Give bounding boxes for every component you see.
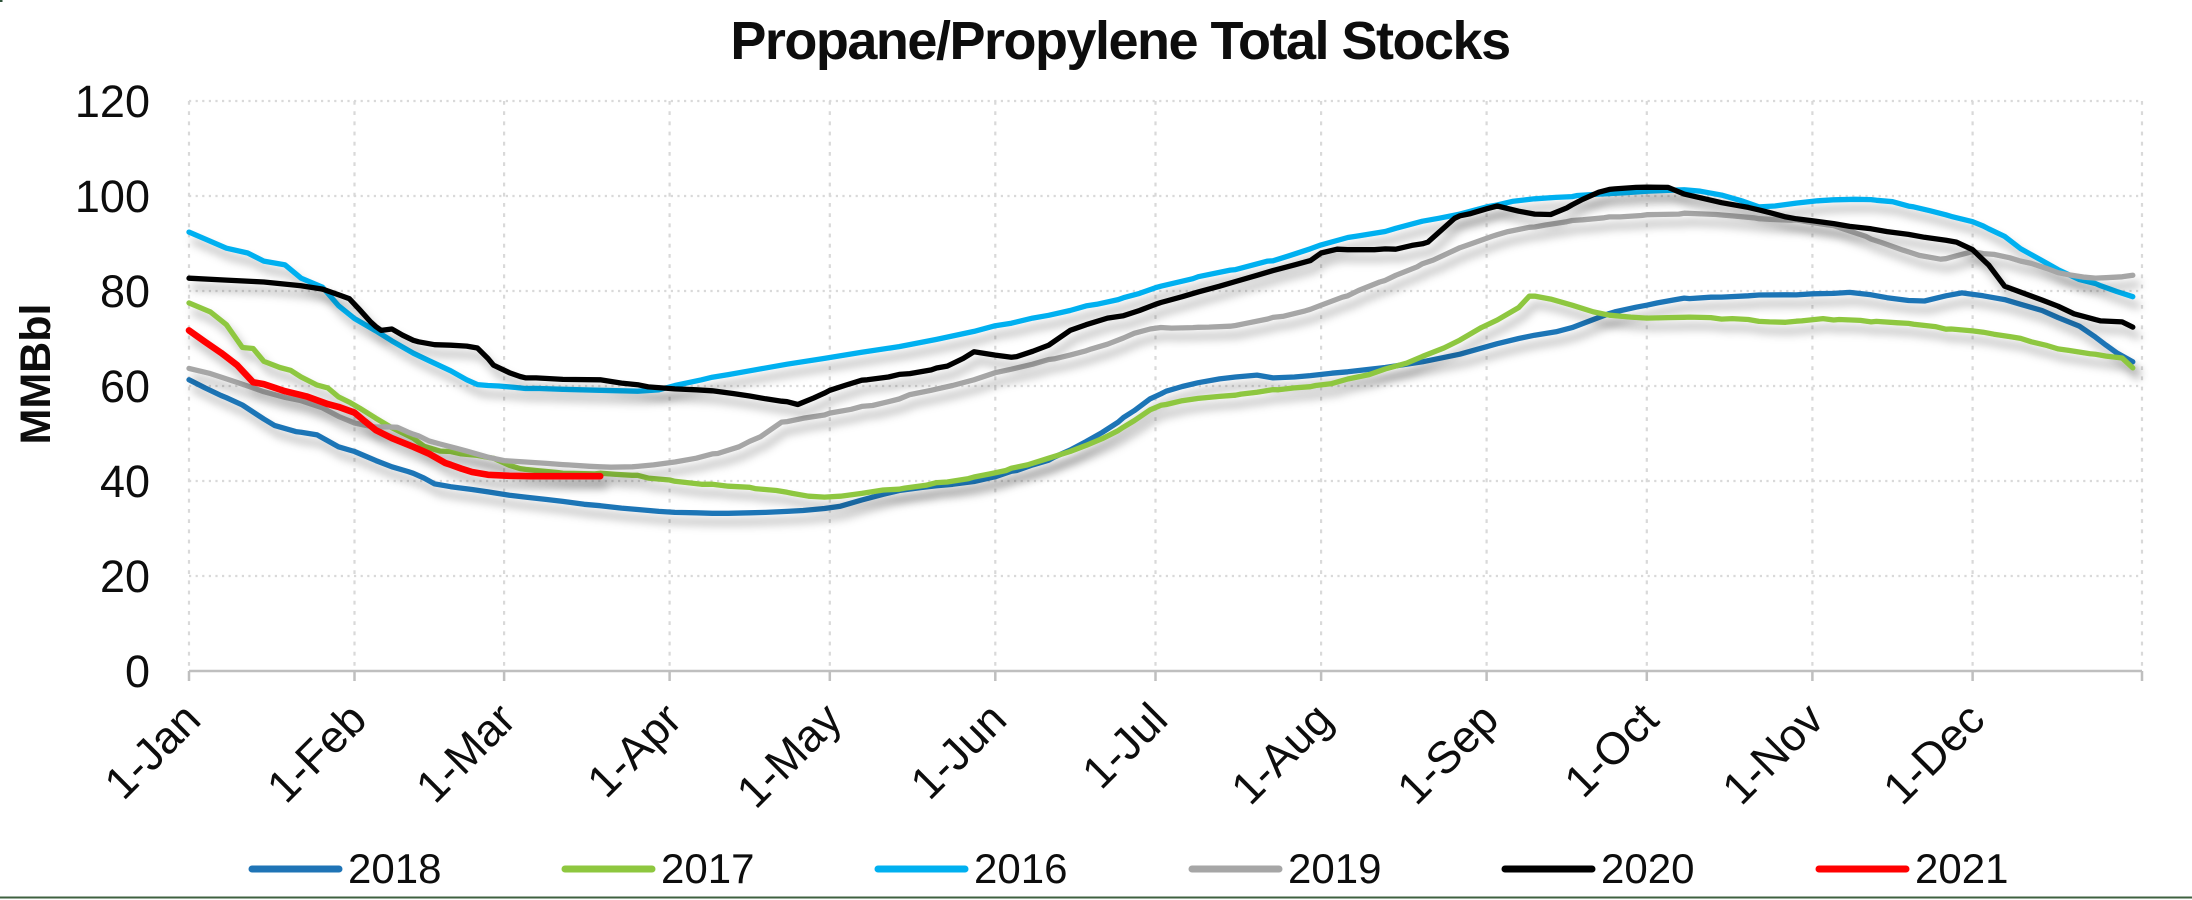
svg-text:100: 100: [75, 171, 150, 222]
svg-text:2016: 2016: [974, 845, 1067, 892]
svg-text:2018: 2018: [348, 845, 441, 892]
svg-text:Propane/Propylene Total Stocks: Propane/Propylene Total Stocks: [730, 11, 1509, 71]
svg-text:0: 0: [125, 646, 150, 697]
svg-text:2019: 2019: [1288, 845, 1381, 892]
svg-text:60: 60: [100, 361, 150, 412]
svg-text:120: 120: [75, 76, 150, 127]
svg-text:80: 80: [100, 266, 150, 317]
svg-text:2021: 2021: [1915, 845, 2008, 892]
svg-text:MMBbl: MMBbl: [12, 304, 60, 445]
svg-text:2020: 2020: [1601, 845, 1694, 892]
svg-text:40: 40: [100, 456, 150, 507]
svg-text:2017: 2017: [661, 845, 754, 892]
svg-text:20: 20: [100, 551, 150, 602]
